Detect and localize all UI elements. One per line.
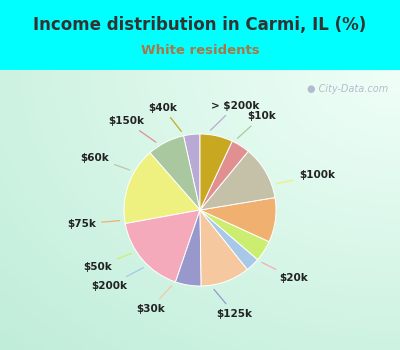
Text: $200k: $200k [91,268,143,290]
Text: Income distribution in Carmi, IL (%): Income distribution in Carmi, IL (%) [33,16,367,34]
Wedge shape [200,210,258,270]
Wedge shape [125,210,200,282]
Text: $10k: $10k [238,111,276,138]
Wedge shape [200,151,275,210]
Text: $30k: $30k [136,286,172,314]
Text: $75k: $75k [67,219,120,229]
Text: $40k: $40k [148,103,181,131]
Wedge shape [184,134,200,210]
Wedge shape [176,210,201,286]
Text: > $200k: > $200k [210,101,260,130]
Wedge shape [200,198,276,241]
Wedge shape [200,134,232,210]
Wedge shape [200,141,248,210]
Wedge shape [200,210,247,286]
Text: $125k: $125k [214,289,252,318]
Wedge shape [124,153,200,224]
Text: $100k: $100k [277,170,335,184]
Text: $20k: $20k [262,262,308,284]
Text: White residents: White residents [141,44,259,57]
Wedge shape [200,210,269,260]
Text: $60k: $60k [80,153,130,170]
Text: $150k: $150k [108,116,156,142]
Wedge shape [150,136,200,210]
Text: ● City-Data.com: ● City-Data.com [307,84,388,94]
Text: $50k: $50k [83,253,132,272]
